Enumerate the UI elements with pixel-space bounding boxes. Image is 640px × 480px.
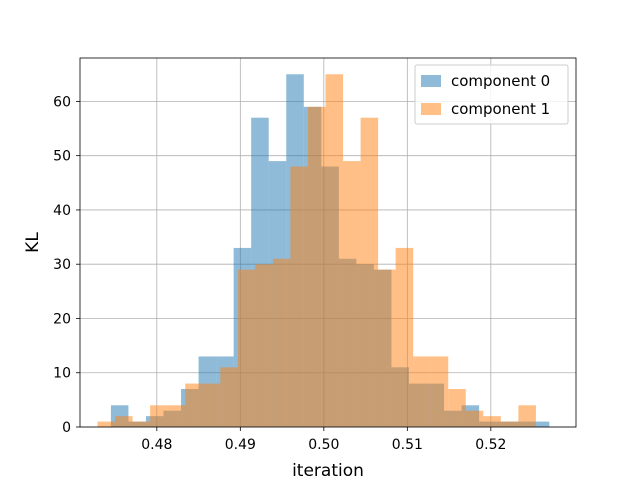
histogram-bar (307, 106, 326, 428)
legend-swatch (421, 103, 441, 115)
x-tick-label: 0.51 (392, 437, 423, 453)
x-tick-label: 0.50 (308, 437, 339, 453)
legend-box (414, 64, 569, 125)
histogram-bar (483, 416, 501, 427)
histogram-bar (448, 389, 466, 427)
histogram-bar (237, 269, 256, 427)
x-tick-label: 0.49 (225, 437, 256, 453)
histogram-bar (255, 264, 273, 427)
histogram-bar (430, 356, 449, 427)
histogram-bar (272, 258, 291, 427)
y-tick-label: 30 (53, 257, 71, 273)
histogram-bar (202, 383, 221, 427)
y-tick-label: 10 (53, 366, 71, 382)
histogram-bar (150, 405, 168, 427)
histogram-bar (500, 421, 519, 427)
y-tick-label: 0 (62, 420, 71, 436)
histogram-bar (378, 269, 396, 427)
y-axis-label: KL (23, 232, 43, 253)
histogram-bar (220, 367, 238, 427)
histogram-bar (115, 416, 133, 427)
y-tick-label: 20 (53, 311, 71, 327)
axis-ticks: 0.48 0.49 0.50 0.51 0.52 0 10 20 30 40 50 60 (53, 94, 506, 453)
histogram-bar (360, 117, 379, 428)
histogram-bar (97, 421, 116, 427)
histogram-bars (97, 74, 550, 428)
legend-swatch (421, 75, 441, 87)
histogram-bar (343, 161, 361, 427)
x-tick-label: 0.52 (475, 437, 506, 453)
histogram-bar (185, 383, 203, 427)
histogram-bar (395, 247, 414, 427)
x-axis-label: iteration (292, 461, 364, 480)
legend: component 0 component 1 (414, 64, 569, 125)
legend-label: component 1 (451, 100, 550, 118)
y-tick-label: 50 (53, 149, 71, 165)
histogram-bar (290, 166, 308, 427)
x-tick-label: 0.48 (141, 437, 172, 453)
histogram-bar (167, 405, 186, 427)
plot-frame (79, 57, 577, 428)
series-1-bars (97, 74, 536, 428)
histogram-bar (413, 356, 431, 427)
y-tick-label: 60 (53, 94, 71, 110)
histogram-bar (465, 410, 484, 427)
histogram-bar (531, 421, 550, 427)
y-tick-label: 40 (53, 203, 71, 219)
histogram-bar (518, 405, 536, 427)
histogram-bar (325, 74, 344, 427)
legend-label: component 0 (451, 72, 550, 90)
histogram-bar (132, 421, 151, 427)
